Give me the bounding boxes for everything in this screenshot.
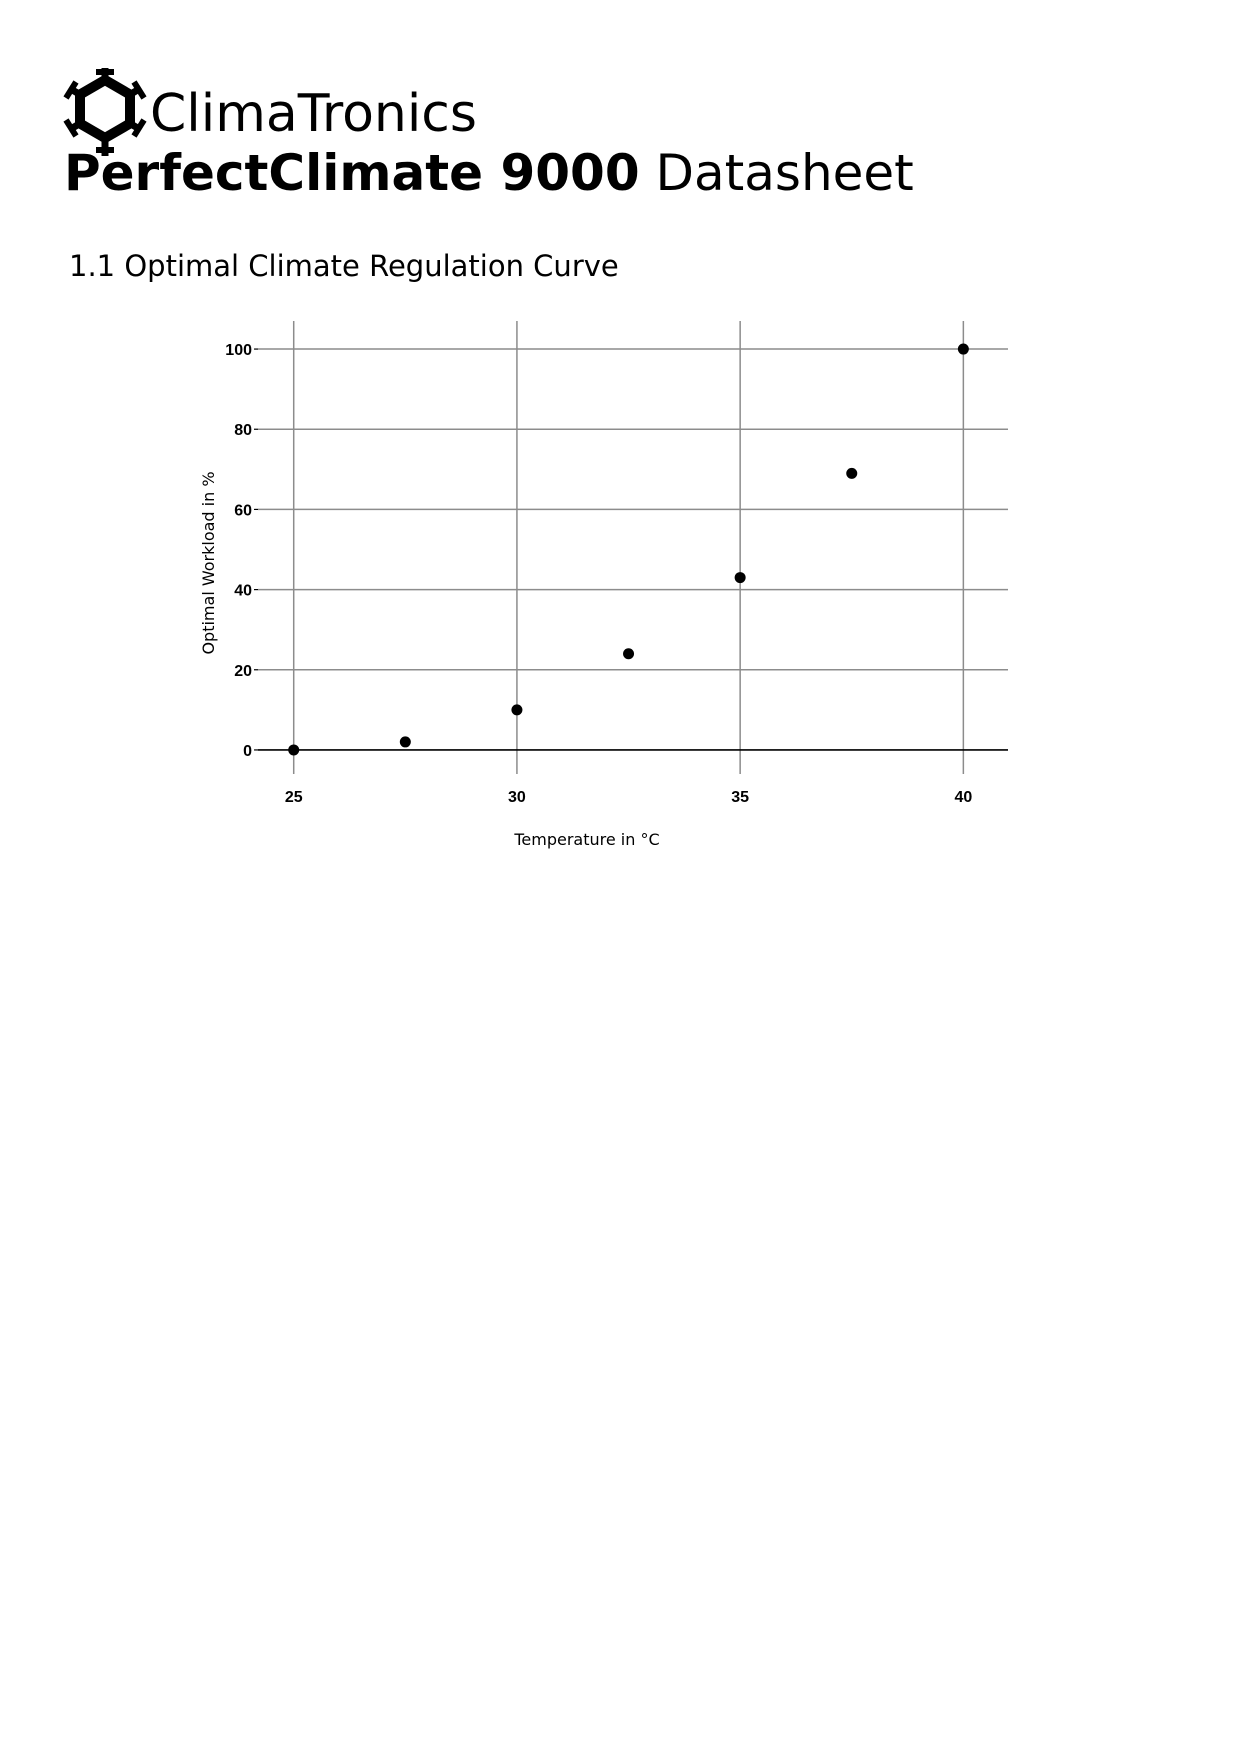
data-point — [399, 736, 411, 748]
data-point — [288, 744, 300, 756]
snowflake-icon — [62, 66, 148, 158]
document-type: Datasheet — [655, 144, 914, 202]
y-tick-label: 80 — [234, 422, 252, 439]
y-tick-label: 20 — [234, 663, 252, 680]
brand-name: ClimaTronics — [150, 84, 477, 144]
y-tick-label: 0 — [243, 743, 252, 760]
y-axis-label: Optimal Workload in % — [199, 471, 218, 654]
data-point — [734, 572, 746, 584]
x-axis-label: Temperature in °C — [513, 830, 659, 849]
document-title: PerfectClimate 9000 Datasheet — [64, 142, 914, 204]
y-tick-label: 40 — [234, 583, 252, 600]
data-point — [846, 467, 858, 479]
y-tick-label: 100 — [225, 342, 252, 359]
x-tick-label: 25 — [285, 789, 303, 806]
x-tick-label: 30 — [508, 789, 526, 806]
product-name: PerfectClimate 9000 — [64, 144, 640, 202]
data-point — [957, 343, 969, 355]
data-point — [623, 648, 635, 660]
section-title: 1.1 Optimal Climate Regulation Curve — [69, 249, 619, 283]
x-tick-label: 40 — [954, 789, 972, 806]
x-tick-label: 35 — [731, 789, 749, 806]
data-point — [511, 704, 523, 716]
y-tick-label: 60 — [234, 502, 252, 519]
